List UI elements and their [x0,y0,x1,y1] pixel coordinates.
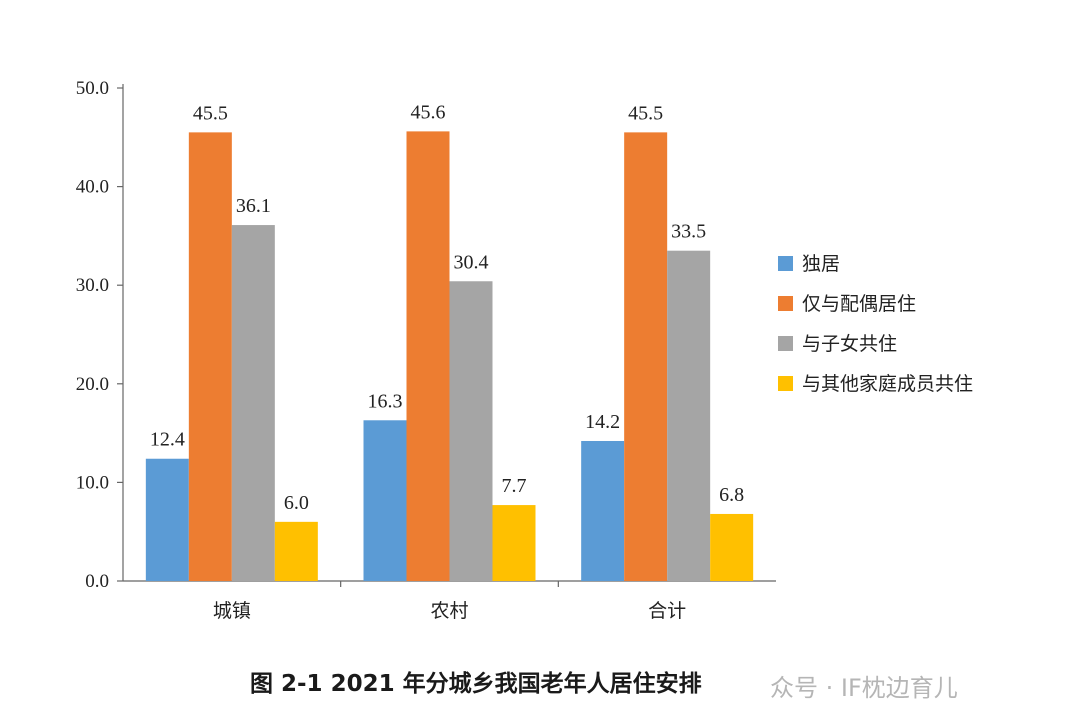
data-label: 45.6 [411,101,446,123]
x-tick-label: 合计 [648,600,686,622]
y-tick-label: 40.0 [76,177,109,198]
data-label: 45.5 [193,102,228,124]
legend-label: 与其他家庭成员共住 [802,373,973,395]
data-label: 14.2 [585,411,620,433]
bar-chart: 0.0 10.0 20.0 30.0 40.0 50.0 12.4 45.5 36.1 6.0 城镇… [76,78,973,622]
y-tick-label: 10.0 [76,472,109,493]
bar [145,458,189,581]
data-label: 36.1 [236,195,271,217]
data-label: 30.4 [454,251,489,273]
bar [363,420,407,581]
bar [406,131,450,581]
legend-swatch [778,256,793,271]
data-label: 7.7 [502,475,527,497]
bar [449,281,493,581]
bar [581,440,625,581]
bar [492,505,536,581]
legend-label: 独居 [802,253,840,275]
data-label: 16.3 [368,390,403,412]
x-tick-label: 农村 [430,600,468,622]
y-tick-label: 20.0 [76,374,109,395]
data-label: 12.4 [150,429,185,451]
legend-label: 仅与配偶居住 [802,293,916,315]
bar [188,132,232,581]
data-label: 6.0 [284,492,309,514]
legend-label: 与子女共住 [802,333,897,355]
legend-swatch [778,376,793,391]
data-label: 33.5 [671,221,706,243]
bar [274,521,318,581]
y-tick-label: 30.0 [76,275,109,296]
chart-caption: 图 2-1 2021 年分城乡我国老年人居住安排 [250,671,702,697]
bar [231,225,275,581]
watermark: 众号 · IF枕边育儿 [770,674,958,702]
y-tick-label: 0.0 [85,571,109,592]
data-label: 6.8 [719,484,744,506]
data-label: 45.5 [628,102,663,124]
bar [624,132,668,581]
legend-swatch [778,336,793,351]
y-tick-label: 50.0 [76,78,109,99]
x-tick-label: 城镇 [213,600,251,622]
bar [667,250,711,581]
legend-swatch [778,296,793,311]
bar [710,513,754,581]
